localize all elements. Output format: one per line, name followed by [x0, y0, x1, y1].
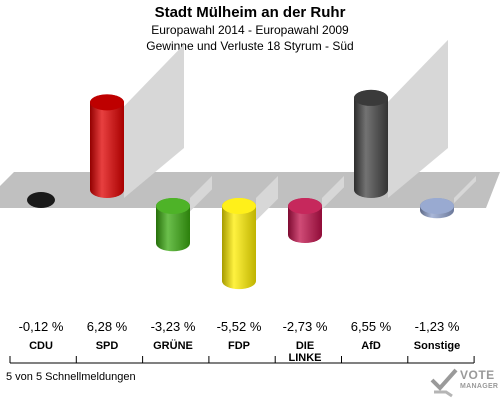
bar-shadow [190, 176, 212, 212]
chart-subtitle-election: Europawahl 2014 - Europawahl 2009 [151, 23, 349, 37]
bar-shadow [388, 39, 448, 198]
value-label: -1,23 % [415, 319, 460, 334]
category-label: Sonstige [414, 340, 460, 352]
category-label: DIE [296, 340, 314, 352]
category-label: GRÜNE [153, 339, 193, 352]
bar-afd [354, 89, 388, 198]
value-label: -2,73 % [283, 319, 328, 334]
category-label: CDU [29, 340, 53, 352]
bars-layer [0, 39, 500, 290]
bar-sonstige [420, 198, 454, 219]
report-status: 5 von 5 Schnellmeldungen [6, 371, 136, 383]
bar-shadow [256, 176, 278, 221]
bar-cdu [27, 192, 55, 208]
logo-text-manager: MANAGER [460, 383, 499, 390]
category-label: SPD [96, 340, 119, 352]
value-label: 6,55 % [351, 319, 392, 334]
bar-spd [90, 94, 124, 198]
category-label: FDP [228, 340, 250, 352]
bar-fdp [222, 198, 256, 290]
bar-shadow [454, 176, 476, 204]
category-label: LINKE [289, 352, 322, 364]
category-label: AfD [361, 340, 381, 352]
value-label: -0,12 % [19, 319, 64, 334]
logo-text-vote: VOTE [460, 368, 495, 382]
labels-layer: -0,12 % CDU 6,28 % SPD -3,23 % GRÜNE -5,52 % FD… [9, 319, 475, 364]
vote-manager-logo [430, 368, 458, 398]
bar-shadow [322, 176, 344, 210]
bar-grüne [156, 198, 190, 252]
value-label: 6,28 % [87, 319, 128, 334]
chart-title: Stadt Mülheim an der Ruhr [154, 4, 346, 21]
value-label: -5,52 % [217, 319, 262, 334]
value-label: -3,23 % [151, 319, 196, 334]
bar-shadow [124, 44, 184, 198]
bar-die-linke [288, 198, 322, 244]
chart-subtitle-district: Gewinne und Verluste 18 Styrum - Süd [146, 39, 354, 53]
